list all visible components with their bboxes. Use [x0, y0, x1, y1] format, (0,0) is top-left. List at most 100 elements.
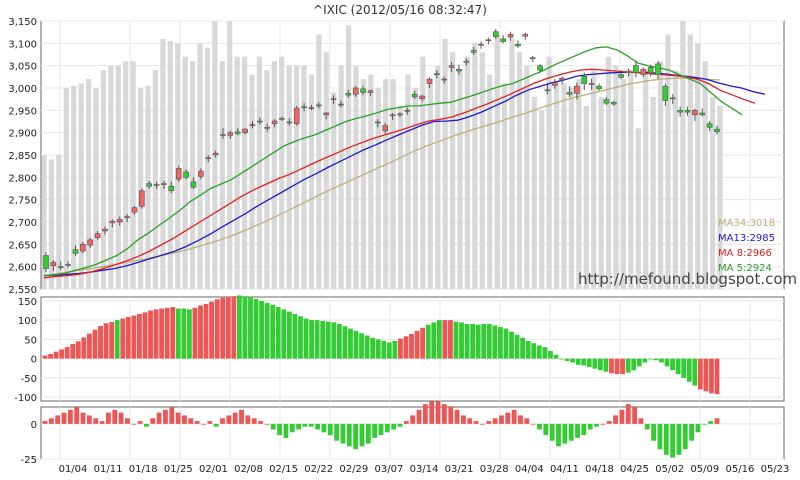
candle-body: [537, 65, 543, 71]
volume-bar: [657, 61, 664, 290]
y-tick-label: 3,050: [8, 62, 37, 73]
momentum-bar: [188, 418, 194, 424]
volume-bar: [501, 83, 508, 290]
candle-body: [463, 60, 470, 63]
volume-bar: [494, 34, 500, 290]
candle-body: [470, 50, 477, 53]
volume-bar: [293, 65, 300, 290]
oscillator-bar: [642, 358, 648, 363]
oscillator-bar: [686, 358, 692, 382]
oscillator-bar: [503, 328, 509, 359]
oscillator-bar: [453, 321, 459, 359]
y-tick-label: 2,900: [8, 129, 37, 140]
oscillator-bar: [398, 338, 403, 359]
oscillator-bar: [370, 337, 376, 359]
oscillator-bar: [525, 340, 531, 359]
candle-body: [308, 107, 315, 109]
momentum-bar: [537, 423, 542, 430]
oscillator-bar: [381, 340, 387, 359]
oscillator-bar: [536, 345, 542, 359]
momentum-bar: [549, 423, 555, 441]
oscillator-panel: 150 100 50 0 -50 -100: [14, 295, 785, 404]
candle-body: [714, 128, 720, 133]
oscillator-bar: [264, 302, 270, 359]
oscillator-bar: [286, 311, 292, 359]
candle-body: [124, 216, 130, 218]
candle-body: [323, 112, 329, 116]
oscillator-bar: [420, 327, 426, 359]
candle-body: [109, 220, 116, 224]
oscillator-bar: [520, 337, 526, 359]
momentum-bar: [625, 404, 631, 424]
y-tick-label: -25: [21, 455, 37, 466]
momentum-bar: [232, 412, 238, 424]
candle-body: [492, 31, 499, 37]
candle-body: [647, 67, 654, 74]
volume-bar: [241, 56, 248, 289]
x-tick-label: 05/09: [690, 464, 719, 475]
oscillator-bar: [198, 305, 203, 359]
momentum-bar: [676, 423, 682, 455]
volume-bar: [256, 56, 263, 289]
x-tick-label: 04/25: [620, 464, 649, 475]
oscillator-bar: [425, 324, 431, 359]
momentum-bar: [105, 412, 111, 424]
oscillator-bar: [481, 323, 487, 359]
legend-entry: MA34:3018: [718, 218, 775, 229]
volume-bar: [279, 56, 285, 289]
candle-body: [190, 181, 197, 188]
volume-bar: [331, 92, 337, 289]
momentum-bar: [239, 409, 244, 424]
oscillator-bar: [103, 323, 109, 359]
oscillator-bar: [542, 347, 548, 359]
volume-bar: [650, 96, 656, 289]
oscillator-bar: [59, 349, 65, 359]
momentum-bar: [207, 421, 213, 424]
volume-bar: [672, 70, 679, 289]
oscillator-bar: [703, 358, 709, 392]
candle-body: [574, 85, 580, 94]
momentum-bar: [55, 415, 61, 424]
oscillator-bar: [125, 317, 131, 359]
candle-body: [286, 121, 293, 124]
momentum-bar: [556, 423, 561, 447]
volume-bar: [368, 74, 374, 289]
oscillator-bar: [253, 298, 259, 359]
candle-body: [205, 157, 212, 159]
oscillator-bar: [709, 358, 714, 394]
oscillator-bar: [87, 333, 92, 359]
oscillator-bar: [281, 309, 287, 359]
volume-bar: [605, 56, 612, 289]
candle-body: [625, 70, 632, 74]
volume-bar: [472, 43, 478, 290]
y-tick-label: 2,700: [8, 218, 37, 229]
momentum-bar: [131, 423, 137, 425]
x-tick-label: 04/11: [550, 464, 579, 475]
momentum-bar: [384, 423, 390, 433]
volume-bar: [546, 56, 552, 289]
momentum-bar: [289, 423, 295, 433]
oscillator-bar: [442, 320, 448, 359]
volume-bar: [561, 83, 567, 290]
oscillator-bar: [170, 307, 176, 359]
volume-bar: [420, 56, 426, 289]
oscillator-bar: [697, 358, 703, 390]
oscillator-bar: [486, 323, 492, 359]
momentum-bar: [708, 421, 714, 424]
oscillator-bar: [75, 341, 81, 359]
oscillator-bar: [359, 333, 364, 359]
oscillator-bar: [475, 324, 481, 359]
x-tick-label: 03/28: [480, 464, 509, 475]
momentum-bar: [220, 418, 225, 424]
volume-bar: [635, 128, 641, 289]
oscillator-bar: [386, 342, 392, 359]
volume-bar: [137, 88, 144, 289]
momentum-bar: [213, 423, 219, 427]
momentum-bar: [258, 421, 263, 424]
candle-body: [551, 82, 558, 86]
candle-body: [478, 43, 484, 46]
volume-bar: [63, 88, 69, 289]
momentum-bar: [594, 423, 599, 427]
candle-body: [198, 170, 204, 177]
momentum-bar: [118, 412, 124, 424]
